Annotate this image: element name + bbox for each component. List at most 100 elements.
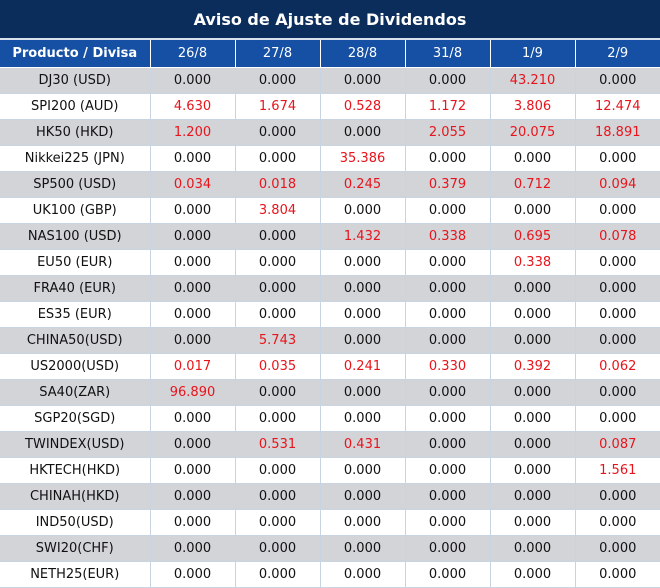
- value-cell: 0.000: [575, 275, 660, 302]
- value-cell: 0.000: [405, 275, 491, 302]
- value-cell: 3.804: [235, 197, 321, 224]
- value-cell: 0.245: [320, 171, 406, 198]
- value-cell: 1.200: [150, 119, 236, 146]
- product-cell: SPI200 (AUD): [0, 93, 151, 120]
- value-cell: 0.000: [235, 301, 321, 328]
- value-cell: 0.531: [235, 431, 321, 458]
- value-cell: 0.000: [490, 275, 576, 302]
- value-cell: 0.000: [150, 301, 236, 328]
- value-cell: 0.035: [235, 353, 321, 380]
- value-cell: 0.000: [235, 483, 321, 510]
- value-cell: 0.000: [490, 327, 576, 354]
- product-cell: EU50 (EUR): [0, 249, 151, 276]
- value-cell: 0.000: [575, 67, 660, 94]
- value-cell: 0.000: [150, 509, 236, 536]
- table-row: IND50(USD) 0.000 0.000 0.000 0.000 0.000 0.000: [0, 509, 660, 536]
- column-header-date: 31/8: [405, 40, 491, 68]
- value-cell: 0.000: [490, 431, 576, 458]
- value-cell: 0.000: [320, 561, 406, 588]
- value-cell: 0.078: [575, 223, 660, 250]
- value-cell: 0.000: [490, 535, 576, 562]
- value-cell: 0.000: [405, 431, 491, 458]
- value-cell: 0.000: [150, 483, 236, 510]
- value-cell: 0.000: [320, 301, 406, 328]
- table-row: EU50 (EUR) 0.000 0.000 0.000 0.000 0.338 0.000: [0, 249, 660, 276]
- value-cell: 0.000: [150, 457, 236, 484]
- value-cell: 0.000: [490, 197, 576, 224]
- value-cell: 0.000: [150, 275, 236, 302]
- table-row: CHINA50(USD) 0.000 5.743 0.000 0.000 0.000 0.0…: [0, 327, 660, 354]
- value-cell: 0.000: [235, 509, 321, 536]
- product-cell: CHINAH(HKD): [0, 483, 151, 510]
- value-cell: 0.034: [150, 171, 236, 198]
- column-header-date: 2/9: [575, 40, 660, 68]
- value-cell: 0.000: [575, 561, 660, 588]
- value-cell: 0.000: [150, 405, 236, 432]
- value-cell: 0.000: [150, 561, 236, 588]
- value-cell: 0.000: [490, 457, 576, 484]
- value-cell: 0.000: [150, 327, 236, 354]
- value-cell: 0.018: [235, 171, 321, 198]
- value-cell: 0.000: [235, 405, 321, 432]
- value-cell: 0.712: [490, 171, 576, 198]
- value-cell: 0.000: [235, 249, 321, 276]
- product-cell: IND50(USD): [0, 509, 151, 536]
- table-row: SWI20(CHF) 0.000 0.000 0.000 0.000 0.000 0.000: [0, 535, 660, 562]
- value-cell: 0.000: [575, 483, 660, 510]
- value-cell: 0.000: [235, 223, 321, 250]
- value-cell: 0.000: [150, 145, 236, 172]
- product-cell: US2000(USD): [0, 353, 151, 380]
- product-cell: HK50 (HKD): [0, 119, 151, 146]
- table-row: FRA40 (EUR) 0.000 0.000 0.000 0.000 0.000 0.00…: [0, 275, 660, 302]
- value-cell: 0.000: [235, 67, 321, 94]
- table-row: HK50 (HKD) 1.200 0.000 0.000 2.055 20.075 18.8…: [0, 119, 660, 146]
- value-cell: 0.338: [490, 249, 576, 276]
- value-cell: 0.000: [405, 197, 491, 224]
- value-cell: 96.890: [150, 379, 236, 406]
- value-cell: 1.172: [405, 93, 491, 120]
- value-cell: 0.000: [235, 379, 321, 406]
- value-cell: 1.561: [575, 457, 660, 484]
- value-cell: 0.000: [405, 67, 491, 94]
- product-cell: ES35 (EUR): [0, 301, 151, 328]
- column-header-date: 27/8: [235, 40, 321, 68]
- value-cell: 0.000: [150, 249, 236, 276]
- value-cell: 0.528: [320, 93, 406, 120]
- value-cell: 0.000: [235, 457, 321, 484]
- value-cell: 0.062: [575, 353, 660, 380]
- product-cell: UK100 (GBP): [0, 197, 151, 224]
- value-cell: 0.000: [235, 119, 321, 146]
- value-cell: 0.000: [575, 535, 660, 562]
- value-cell: 0.000: [320, 197, 406, 224]
- table-row: SPI200 (AUD) 4.630 1.674 0.528 1.172 3.806 12.…: [0, 93, 660, 120]
- value-cell: 0.000: [575, 405, 660, 432]
- value-cell: 0.087: [575, 431, 660, 458]
- value-cell: 4.630: [150, 93, 236, 120]
- value-cell: 1.432: [320, 223, 406, 250]
- table-row: DJ30 (USD) 0.000 0.000 0.000 0.000 43.210 0.00…: [0, 67, 660, 94]
- table-row: UK100 (GBP) 0.000 3.804 0.000 0.000 0.000 0.00…: [0, 197, 660, 224]
- column-header-product: Producto / Divisa: [0, 40, 151, 68]
- value-cell: 0.695: [490, 223, 576, 250]
- value-cell: 0.379: [405, 171, 491, 198]
- table-row: NETH25(EUR) 0.000 0.000 0.000 0.000 0.000 0.00…: [0, 561, 660, 588]
- value-cell: 0.000: [405, 405, 491, 432]
- value-cell: 0.000: [320, 249, 406, 276]
- value-cell: 0.000: [490, 561, 576, 588]
- product-cell: SP500 (USD): [0, 171, 151, 198]
- value-cell: 0.000: [150, 535, 236, 562]
- value-cell: 0.000: [490, 145, 576, 172]
- table-body: DJ30 (USD) 0.000 0.000 0.000 0.000 43.210 0.00…: [0, 67, 660, 588]
- value-cell: 0.241: [320, 353, 406, 380]
- value-cell: 0.000: [490, 405, 576, 432]
- value-cell: 0.000: [320, 67, 406, 94]
- value-cell: 0.000: [235, 561, 321, 588]
- value-cell: 0.094: [575, 171, 660, 198]
- table-row: NAS100 (USD) 0.000 0.000 1.432 0.338 0.695 0.0…: [0, 223, 660, 250]
- value-cell: 43.210: [490, 67, 576, 94]
- product-cell: TWINDEX(USD): [0, 431, 151, 458]
- value-cell: 0.000: [320, 327, 406, 354]
- value-cell: 0.000: [490, 301, 576, 328]
- value-cell: 1.674: [235, 93, 321, 120]
